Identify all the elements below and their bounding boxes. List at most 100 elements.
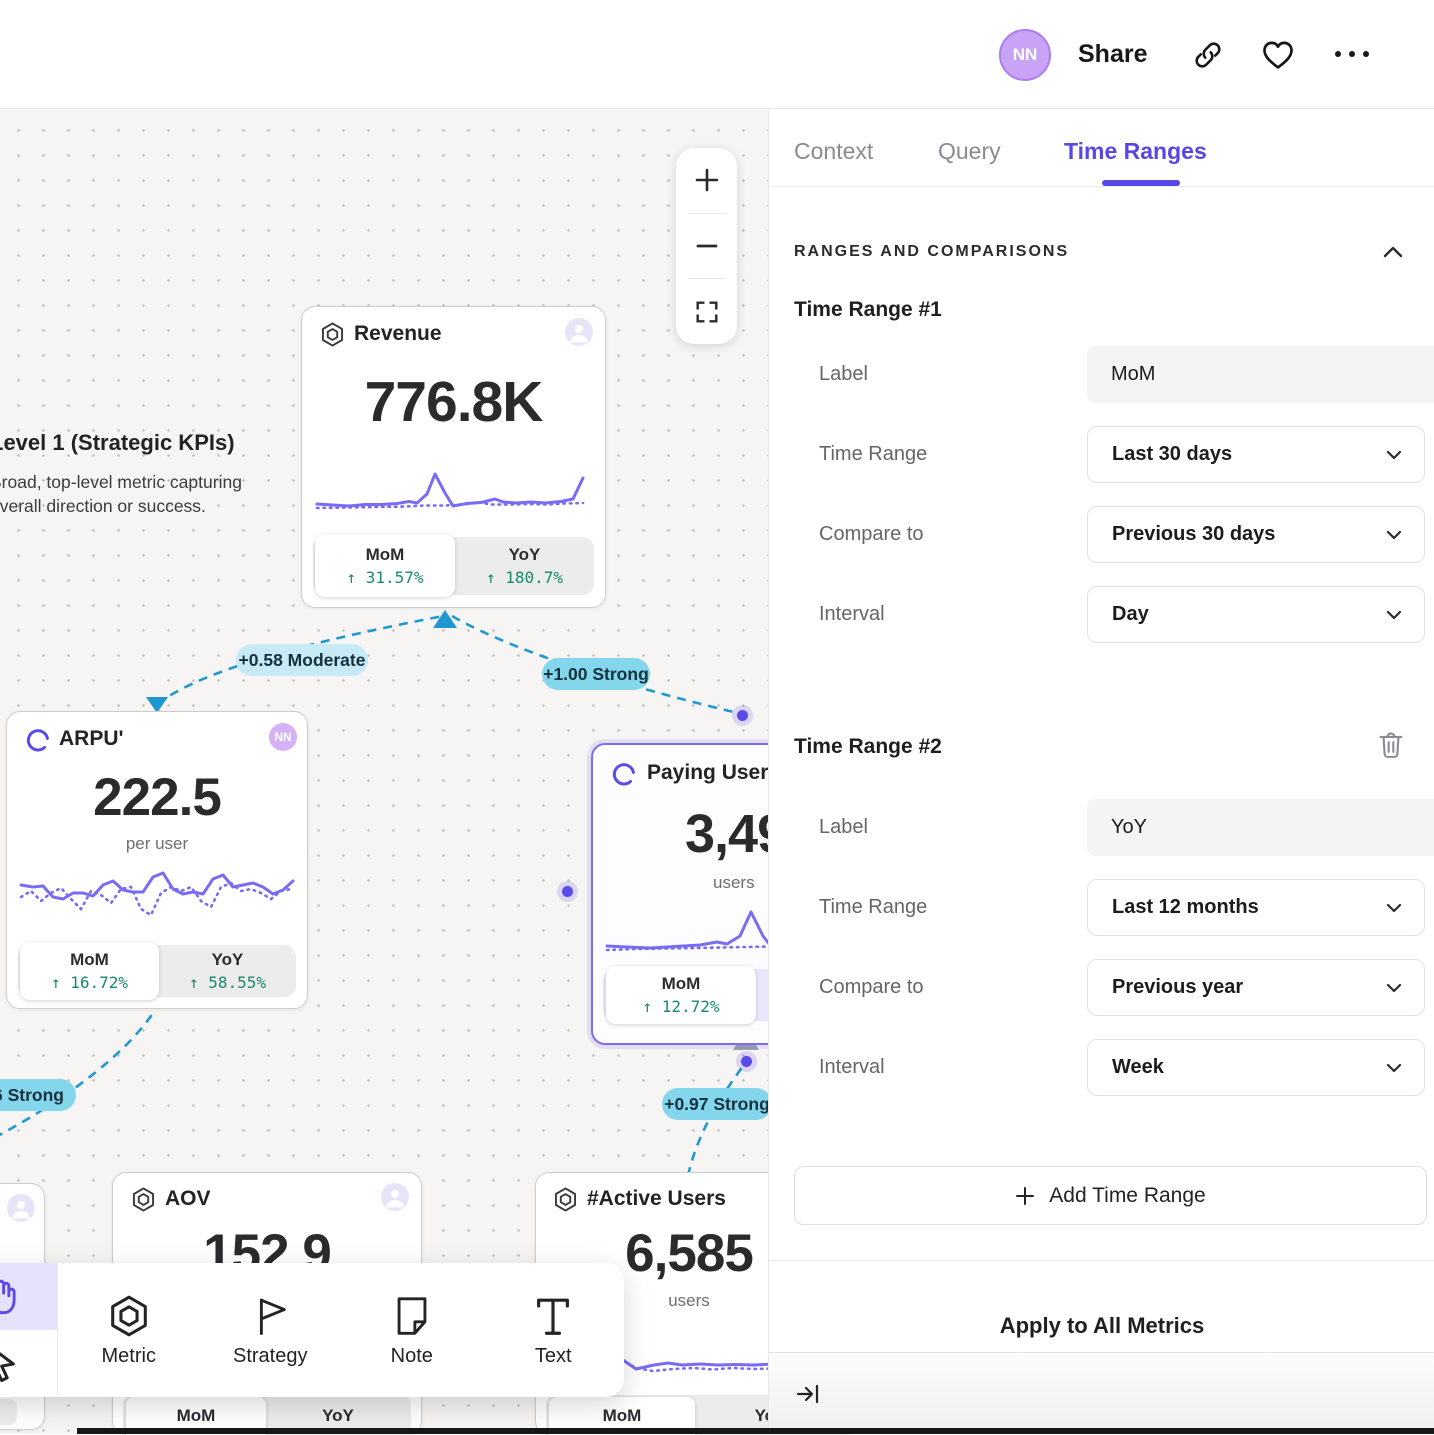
mom-tab[interactable]: MoM ↑ 12.72% bbox=[606, 966, 756, 1024]
correlation-badge[interactable]: +0.97 Strong bbox=[662, 1088, 772, 1120]
chevron-down-icon bbox=[1386, 903, 1402, 912]
share-button[interactable]: Share bbox=[1078, 40, 1148, 68]
add-note-button[interactable]: Note bbox=[341, 1263, 483, 1397]
tab-query[interactable]: Query bbox=[938, 138, 1001, 164]
minus-icon bbox=[696, 244, 717, 248]
tr1-compare-select[interactable]: Previous 30 days bbox=[1087, 506, 1425, 563]
mom-change: ↑ 31.57% bbox=[346, 567, 424, 587]
canvas-toolbar: Metric Strategy Note Text bbox=[0, 1263, 624, 1397]
settings-panel: Context Query Time Ranges RANGES AND COM… bbox=[768, 108, 1434, 1434]
level-note: Level 1 (Strategic KPIs) Broad, top-leve… bbox=[0, 430, 242, 518]
level-note-desc-line1: Broad, top-level metric capturing bbox=[0, 472, 242, 492]
more-options-icon[interactable] bbox=[1332, 48, 1372, 60]
spinner-icon bbox=[612, 763, 635, 786]
zoom-in-button[interactable] bbox=[676, 148, 737, 213]
yoy-tab[interactable]: YoY bbox=[322, 1406, 354, 1425]
favorite-heart-icon[interactable] bbox=[1260, 37, 1296, 73]
mom-tab[interactable]: MoM ↑ 16.72% bbox=[20, 942, 159, 1000]
tr1-time-range-select[interactable]: Last 30 days bbox=[1087, 426, 1425, 483]
card-title: Revenue bbox=[354, 322, 442, 345]
collapse-panel-icon[interactable] bbox=[795, 1381, 821, 1407]
metric-card-revenue[interactable]: Revenue 776.8K MoM ↑ 31.57% YoY ↑ 180.7% bbox=[301, 306, 606, 608]
correlation-badge[interactable]: +0.58 Moderate bbox=[236, 644, 368, 676]
tr1-interval-select[interactable]: Day bbox=[1087, 586, 1425, 643]
tr2-interval-select[interactable]: Week bbox=[1087, 1039, 1425, 1096]
card-title: Paying Users' bbox=[647, 761, 786, 784]
sparkline bbox=[19, 871, 295, 917]
metric-hexagon-icon bbox=[110, 1295, 147, 1336]
hand-icon bbox=[0, 1279, 16, 1314]
add-time-range-button[interactable]: Add Time Range bbox=[794, 1166, 1427, 1225]
chevron-down-icon bbox=[1386, 1063, 1402, 1072]
add-strategy-button[interactable]: Strategy bbox=[200, 1263, 342, 1397]
connection-handle[interactable] bbox=[562, 886, 573, 897]
level-note-title: Level 1 (Strategic KPIs) bbox=[0, 430, 235, 455]
owner-avatar bbox=[565, 318, 593, 346]
note-icon bbox=[397, 1296, 427, 1335]
card-title: ARPU' bbox=[59, 727, 124, 750]
yoy-tab[interactable]: YoY ↑ 58.55% bbox=[188, 950, 267, 992]
yoy-change: ↑ 58.55% bbox=[188, 973, 267, 992]
mom-change: ↑ 12.72% bbox=[642, 997, 720, 1016]
comparison-toggle: MoM ↑ 16.72% YoY ↑ 58.55% bbox=[18, 942, 296, 1000]
copy-link-icon[interactable] bbox=[1191, 38, 1225, 72]
spinner-icon bbox=[26, 729, 49, 752]
zoom-controls bbox=[676, 148, 737, 344]
add-text-button[interactable]: Text bbox=[483, 1263, 625, 1397]
chevron-down-icon bbox=[1386, 450, 1402, 459]
flag-icon bbox=[260, 1298, 287, 1335]
mom-change: ↑ 16.72% bbox=[50, 973, 129, 992]
card-title: AOV bbox=[165, 1187, 211, 1210]
arrowhead-into-arpu bbox=[146, 697, 168, 713]
apply-to-all-metrics-button[interactable]: Apply to All Metrics bbox=[999, 1313, 1205, 1338]
correlation-badge[interactable]: 66 Strong bbox=[0, 1079, 76, 1111]
person-icon bbox=[12, 1200, 30, 1219]
trash-icon[interactable] bbox=[1377, 730, 1405, 760]
yoy-change: ↑ 180.7% bbox=[485, 568, 564, 587]
arrowhead-into-revenue bbox=[433, 610, 457, 628]
mom-tab[interactable]: MoM ↑ 31.57% bbox=[315, 534, 455, 597]
owner-avatar bbox=[381, 1183, 409, 1211]
metric-value: 6,585 bbox=[625, 1224, 754, 1283]
metric-unit: per user bbox=[125, 834, 189, 853]
metric-value: 776.8K bbox=[364, 370, 544, 434]
add-metric-button[interactable]: Metric bbox=[58, 1263, 200, 1397]
tr2-compare-select[interactable]: Previous year bbox=[1087, 959, 1425, 1016]
connection-handle[interactable] bbox=[737, 710, 748, 721]
top-header: NN Share bbox=[0, 0, 1434, 109]
active-tab-underline bbox=[1102, 180, 1180, 186]
time-range-2-title: Time Range #2 bbox=[794, 735, 942, 758]
tr1-label-input[interactable]: MoM bbox=[1087, 346, 1434, 403]
person-icon bbox=[570, 324, 588, 343]
tr2-time-range-select[interactable]: Last 12 months bbox=[1087, 879, 1425, 936]
chevron-down-icon bbox=[1386, 983, 1402, 992]
connection-handle[interactable] bbox=[741, 1056, 752, 1067]
select-tool-button[interactable] bbox=[0, 1330, 57, 1397]
tab-context[interactable]: Context bbox=[794, 138, 874, 164]
chevron-up-icon[interactable] bbox=[1382, 244, 1404, 260]
owner-avatar bbox=[7, 1194, 35, 1222]
metric-unit: users bbox=[713, 873, 755, 892]
yoy-tab[interactable]: YoY ↑ 180.7% bbox=[485, 545, 564, 587]
window-bottom-edge bbox=[77, 1428, 1434, 1434]
metric-card-arpu[interactable]: ARPU' NN 222.5 per user MoM ↑ 16.72% YoY… bbox=[6, 711, 308, 1009]
fullscreen-icon bbox=[696, 301, 717, 323]
metric-value: 222.5 bbox=[93, 768, 222, 827]
level-note-desc-line2: overall direction or success. bbox=[0, 496, 206, 516]
chevron-down-icon bbox=[1386, 610, 1402, 619]
time-range-1-title: Time Range #1 bbox=[794, 298, 942, 321]
user-avatar[interactable]: NN bbox=[999, 29, 1051, 81]
person-icon bbox=[386, 1189, 404, 1208]
tr2-label-input[interactable]: YoY bbox=[1087, 799, 1434, 856]
hand-tool-button[interactable] bbox=[0, 1263, 57, 1330]
correlation-badge[interactable]: +1.00 Strong bbox=[542, 658, 650, 690]
metric-hexagon-icon bbox=[554, 1187, 577, 1212]
metric-hexagon-icon bbox=[321, 322, 344, 347]
fit-view-button[interactable] bbox=[676, 279, 737, 344]
chevron-down-icon bbox=[1386, 530, 1402, 539]
collaborator-badge: NN bbox=[269, 723, 297, 751]
metric-hexagon-icon bbox=[132, 1187, 155, 1212]
tab-time-ranges[interactable]: Time Ranges bbox=[1064, 138, 1207, 164]
zoom-out-button[interactable] bbox=[676, 214, 737, 279]
sparkline bbox=[315, 472, 585, 510]
